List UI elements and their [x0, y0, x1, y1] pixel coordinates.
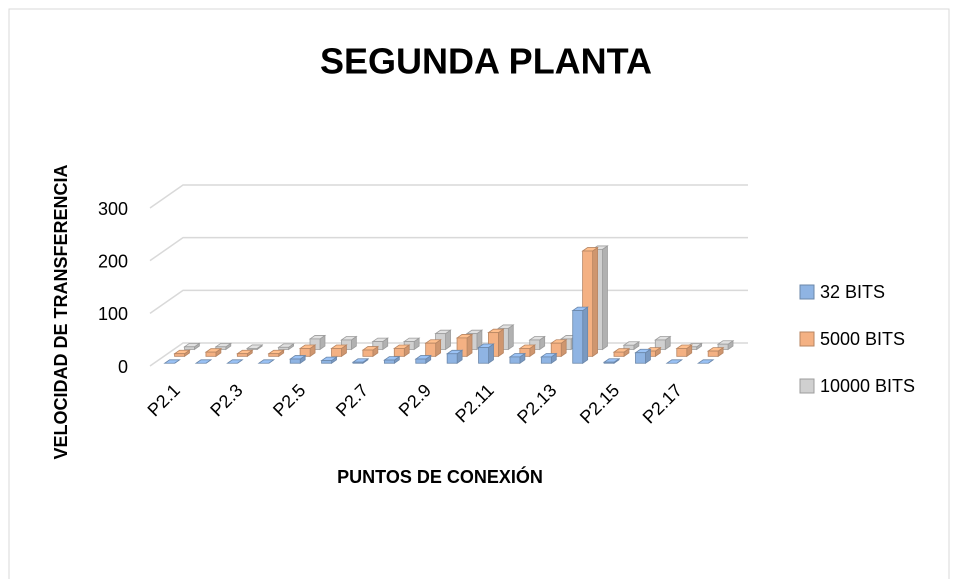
- legend-label: 32 BITS: [820, 282, 885, 302]
- x-tick-label: P2.15: [576, 380, 623, 427]
- x-axis-label: PUNTOS DE CONEXIÓN: [337, 466, 543, 487]
- bar: [321, 360, 332, 364]
- bar-top: [163, 359, 181, 364]
- legend-swatch: [799, 331, 815, 347]
- chart-title: SEGUNDA PLANTA: [320, 41, 652, 82]
- grid-line: [149, 289, 748, 314]
- bar: [540, 356, 552, 364]
- bar: [268, 353, 280, 357]
- bar-top: [696, 359, 715, 364]
- bar-top: [194, 359, 213, 364]
- bar: [205, 351, 217, 357]
- y-tick-label: 300: [98, 199, 128, 219]
- bar-side: [582, 306, 589, 365]
- bar: [393, 348, 405, 357]
- bar-top: [257, 359, 276, 364]
- bar: [572, 310, 584, 364]
- bar: [174, 353, 185, 357]
- bar-side: [507, 324, 514, 351]
- chart-border: [8, 8, 950, 579]
- x-tick-label: P2.1: [144, 380, 184, 420]
- bar: [707, 350, 719, 357]
- grid-line: [149, 236, 748, 262]
- y-tick-label: 0: [118, 357, 128, 377]
- bar: [331, 348, 342, 357]
- legend-label: 10000 BITS: [820, 376, 915, 396]
- x-tick-label: P2.17: [639, 380, 686, 427]
- bar: [613, 351, 625, 357]
- bar-top: [226, 359, 244, 364]
- bar: [184, 346, 195, 350]
- bar-side: [602, 245, 608, 351]
- bar: [246, 347, 258, 350]
- y-tick-label: 200: [98, 251, 128, 271]
- bar: [415, 358, 427, 364]
- legend-swatch: [799, 378, 815, 394]
- y-tick-label: 100: [98, 304, 128, 324]
- x-tick-label: P2.11: [451, 380, 497, 426]
- bar: [425, 342, 437, 357]
- x-tick-label: P2.7: [332, 380, 372, 420]
- bar: [289, 358, 301, 364]
- y-axis-label: VELOCIDAD DE TRANSFERENCIA: [51, 164, 71, 459]
- x-tick-label: P2.5: [269, 380, 309, 420]
- bar: [352, 361, 364, 364]
- bar-side: [592, 246, 598, 358]
- bar: [478, 347, 489, 364]
- bar-side: [498, 328, 504, 358]
- grid-line: [149, 184, 748, 209]
- legend-label: 5000 BITS: [820, 329, 905, 349]
- x-tick-label: P2.3: [206, 380, 246, 420]
- bar: [383, 359, 395, 364]
- bar: [236, 353, 248, 357]
- bar: [603, 361, 615, 364]
- bar-top: [665, 359, 684, 364]
- bar: [446, 353, 458, 364]
- bar: [635, 352, 646, 364]
- x-tick-label: P2.9: [395, 380, 435, 420]
- bar: [676, 348, 688, 357]
- x-tick-label: P2.13: [513, 380, 560, 427]
- bar: [278, 346, 290, 350]
- bar: [509, 356, 521, 364]
- bar: [362, 349, 374, 357]
- legend-swatch: [799, 284, 815, 300]
